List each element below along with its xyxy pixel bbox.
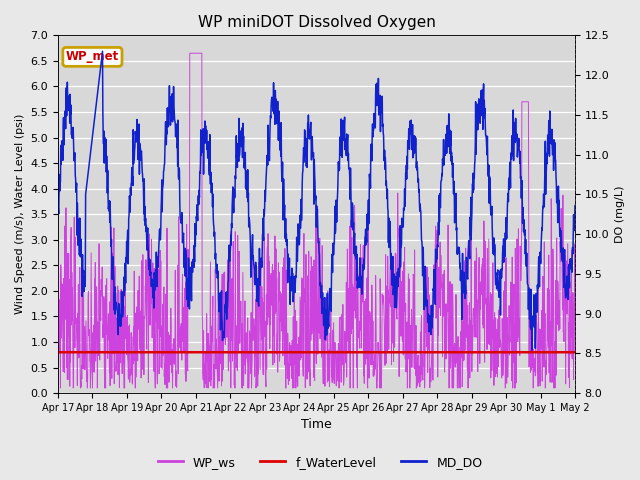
Legend: WP_ws, f_WaterLevel, MD_DO: WP_ws, f_WaterLevel, MD_DO [152, 451, 488, 474]
X-axis label: Time: Time [301, 419, 332, 432]
Y-axis label: DO (mg/L): DO (mg/L) [615, 185, 625, 243]
Text: WP_met: WP_met [66, 50, 119, 63]
Y-axis label: Wind Speed (m/s), Water Level (psi): Wind Speed (m/s), Water Level (psi) [15, 114, 25, 314]
Title: WP miniDOT Dissolved Oxygen: WP miniDOT Dissolved Oxygen [198, 15, 435, 30]
